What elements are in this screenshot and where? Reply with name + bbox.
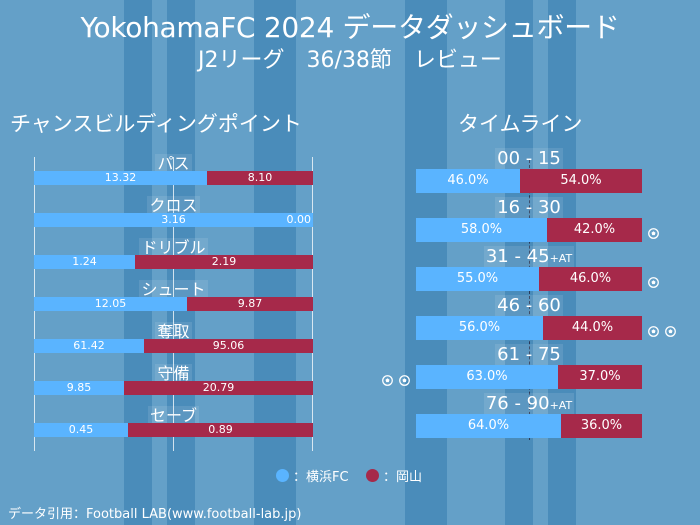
data-source-footer: データ引用：Football LAB(www.football-lab.jp) [8,507,302,522]
timeline-period-text: 31 - 45+AT [483,246,575,267]
cbp-category-text: シュート [139,280,208,299]
cbp-bar-home: 1.24 [34,255,135,269]
legend-dot-home [276,469,289,482]
cbp-bar-away: 8.10 [207,171,313,185]
cbp-bar-away: 0.89 [128,423,313,437]
soccer-ball-icon [665,322,676,337]
cbp-category-label: 守備 [34,360,313,384]
legend-item-home: ：横浜FC [276,466,349,485]
soccer-ball-icon [382,371,393,386]
timeline-period-label: 76 - 90+AT [396,393,662,414]
timeline-bar-away: 37.0% [558,365,642,389]
timeline-title: タイムライン [458,112,583,136]
cbp-category-label: シュート [34,276,313,300]
legend-label-home: ：横浜FC [293,470,349,485]
soccer-ball-icon [648,273,659,288]
timeline-bar-away: 54.0% [520,169,642,193]
cbp-bar-home: 9.85 [34,381,124,395]
timeline-period-label: 16 - 30 [396,197,662,218]
cbp-category-text: セーブ [147,406,200,425]
legend-dot-away [366,469,379,482]
cbp-bar-away: 20.79 [124,381,313,395]
cbp-category-text: クロス [147,196,200,215]
soccer-ball-icon [648,224,659,239]
timeline-period-text: 16 - 30 [495,197,563,218]
timeline-period-text: 00 - 15 [495,148,563,169]
cbp-bar-away: 2.19 [135,255,313,269]
cbp-category-label: パス [34,150,313,174]
timeline-period-label: 46 - 60 [396,295,662,316]
timeline-midline [529,160,530,440]
cbp-bar-away: 95.06 [144,339,313,353]
timeline-period-text: 46 - 60 [495,295,563,316]
cbp-bar-home: 61.42 [34,339,144,353]
legend-item-away: ：岡山 [366,466,422,485]
timeline-bar-away: 46.0% [539,267,642,291]
cbp-bar-home: 0.45 [34,423,128,437]
cbp-category-text: 守備 [155,364,192,383]
timeline-period-label: 61 - 75 [396,344,662,365]
page-subtitle: J2リーグ 36/38節 レビュー [198,48,502,73]
cbp-category-text: ドリブル [139,238,208,257]
cbp-bar-home: 3.16 [34,213,313,227]
timeline-period-label: 31 - 45+AT [396,246,662,267]
cbp-bar-away: 9.87 [187,297,313,311]
timeline-period-suffix: +AT [549,252,573,265]
timeline-bar-home: 63.0% [416,365,558,389]
timeline-bar-away: 42.0% [547,218,642,242]
timeline-period-suffix: +AT [549,399,573,412]
cbp-category-text: 奪取 [155,322,192,341]
timeline-bar-home: 55.0% [416,267,539,291]
cbp-bar-home: 13.32 [34,171,207,185]
soccer-ball-icon [399,371,410,386]
timeline-period-text: 76 - 90+AT [483,393,575,414]
timeline-bar-home: 56.0% [416,316,543,340]
cbp-title: チャンスビルディングポイント [10,112,302,136]
timeline-bar-home: 46.0% [416,169,520,193]
cbp-category-label: クロス [34,192,313,216]
legend-label-away: ：岡山 [383,470,423,485]
cbp-bar-home: 12.05 [34,297,187,311]
timeline-period-label: 00 - 15 [396,148,662,169]
timeline-bar-home: 64.0% [416,414,561,438]
timeline-bar-home: 58.0% [416,218,547,242]
cbp-category-label: セーブ [34,402,313,426]
cbp-bar-away-value: 0.00 [286,213,312,226]
soccer-ball-icon [648,322,659,337]
cbp-category-label: ドリブル [34,234,313,258]
timeline-bar-away: 44.0% [543,316,642,340]
cbp-category-text: パス [155,154,192,173]
cbp-category-label: 奪取 [34,318,313,342]
page-title: YokohamaFC 2024 データダッシュボード [80,11,620,44]
timeline-period-text: 61 - 75 [495,344,563,365]
timeline-bar-away: 36.0% [561,414,642,438]
